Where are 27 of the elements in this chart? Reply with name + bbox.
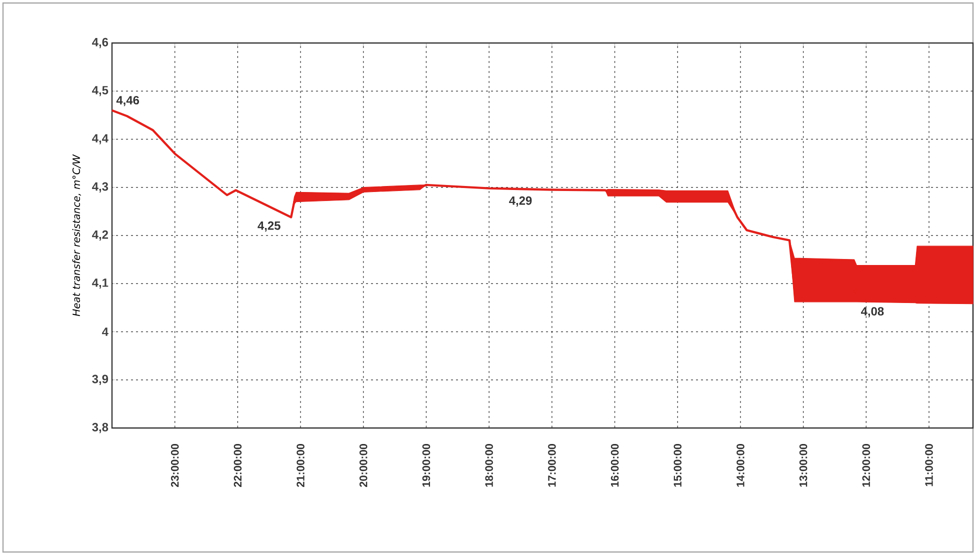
annotation: 4,29 xyxy=(509,196,532,207)
y-tick-label: 4 xyxy=(102,328,108,336)
y-tick-label: 4,2 xyxy=(92,230,108,241)
x-tick-label: 20:00:00 xyxy=(360,444,368,487)
x-tick-label: 15:00:00 xyxy=(674,444,682,487)
x-tick-label: 12:00:00 xyxy=(862,444,870,487)
y-tick-label: 4,5 xyxy=(92,86,108,96)
x-tick-label: 13:00:00 xyxy=(799,444,808,487)
x-tick-label: 19:00:00 xyxy=(422,444,430,487)
annotation: 4,08 xyxy=(861,307,884,318)
annotation: 4,46 xyxy=(116,96,140,106)
y-tick-label: 4,3 xyxy=(92,182,108,192)
x-tick-label: 11:00:00 xyxy=(925,444,933,486)
y-tick-label: 4,6 xyxy=(92,38,108,48)
x-tick-label: 14:00:00 xyxy=(736,444,744,487)
x-tick-label: 22:00:00 xyxy=(234,444,242,487)
y-axis-title: Heat transfer resistance, m°C/W xyxy=(72,154,82,316)
x-tick-label: 21:00:00 xyxy=(296,444,304,487)
x-tick-label: 18:00:00 xyxy=(485,444,493,487)
x-tick-label: 16:00:00 xyxy=(610,444,619,487)
y-tick-label: 3,8 xyxy=(92,422,108,434)
y-tick-label: 4,1 xyxy=(92,278,108,289)
annotation: 4,25 xyxy=(258,221,280,232)
x-tick-label: 17:00:00 xyxy=(548,444,556,487)
y-tick-label: 4,4 xyxy=(92,134,108,144)
y-tick-label: 3,9 xyxy=(92,374,108,385)
x-tick-label: 23:00:00 xyxy=(170,444,179,487)
